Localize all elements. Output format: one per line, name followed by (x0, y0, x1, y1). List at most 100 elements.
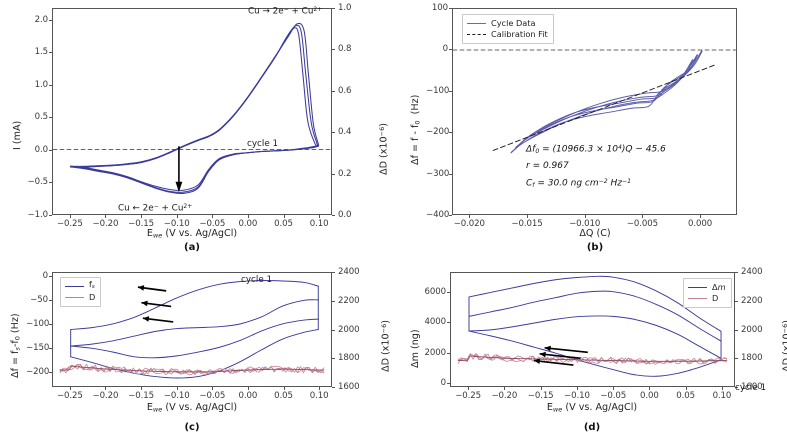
panel-c-ylabel-right: ΔD (x10−6) (380, 320, 392, 372)
tick-mark-y-left (449, 8, 452, 9)
tick-mark-y-right (735, 272, 738, 273)
tick-mark-x (504, 387, 506, 390)
panel-a-xlabel: Ewe (V vs. Ag/AgCl) (146, 228, 238, 240)
legend-item-d: D (688, 293, 726, 304)
tick-mark-y-left (449, 173, 452, 175)
tick-label-y-right: 0.0 (338, 210, 352, 220)
tick-label-y-right: 1800 (741, 353, 763, 364)
legend-item-d: D (65, 292, 95, 303)
panel-d-ylabel-right: ΔD (x10−6) (781, 320, 787, 372)
tick-label-y-right: 1800 (338, 353, 360, 364)
tick-label-y-left: 2000 (424, 347, 447, 358)
tick-label-y-left: −200 (26, 366, 50, 377)
tick-mark-x (283, 215, 285, 218)
tick-mark-y-left (449, 132, 452, 134)
tick-mark-x (468, 387, 470, 390)
tick-label-x: −0.10 (163, 391, 190, 401)
tick-mark-x (527, 215, 528, 218)
tick-mark-x (69, 215, 71, 218)
tick-mark-y-left (447, 383, 450, 385)
tick-label-y-left: 0 (440, 378, 446, 389)
tick-label-x: −0.20 (92, 219, 119, 229)
tick-label-x: −0.10 (163, 219, 190, 229)
tick-mark-y-right (332, 329, 335, 331)
tick-label-y-left: −0.5 (27, 177, 49, 188)
tick-label-y-right: 1600 (338, 382, 360, 392)
tick-mark-y-right (735, 300, 738, 302)
tick-label-x: −0.020 (453, 219, 485, 229)
tick-label-x: −0.015 (511, 219, 543, 229)
tick-mark-x (141, 387, 143, 390)
tick-label-x: 0.00 (640, 391, 659, 401)
tick-label-y-right: 0.8 (338, 44, 352, 55)
panel-a: −0.25 −0.20 −0.15 −0.10 −0.05 0.00 0.05 0.10 2.0… (0, 0, 400, 253)
tick-label-y-left: 1.0 (34, 79, 48, 90)
panel-d-letter: (d) (583, 422, 601, 433)
tick-label-y-left: 2.0 (34, 14, 48, 25)
legend-label-d: D (712, 293, 719, 303)
tick-mark-x (69, 387, 71, 390)
panel-c-xlabel: Ewe (V vs. Ag/AgCl) (146, 402, 238, 414)
tick-mark-y-right (332, 358, 335, 360)
tick-label-y-left: −1.0 (27, 210, 49, 220)
tick-label-y-left: 0.0 (34, 144, 48, 155)
tick-label-x: −0.20 (491, 391, 518, 401)
tick-label-y-left: −150 (26, 342, 50, 353)
legend-item-dm: Δm (688, 282, 726, 293)
panel-d: −0.25 −0.20 −0.15 −0.10 −0.05 0.00 0.05 0.10 600… (400, 250, 787, 441)
tick-mark-x (642, 215, 644, 218)
tick-label-y-left: −50 (30, 294, 48, 305)
tick-mark-y-left (49, 323, 52, 325)
panel-a-plot-area (52, 8, 332, 215)
tick-label-x: −0.05 (199, 391, 226, 401)
tick-label-y-left: 100 (431, 3, 448, 13)
tick-mark-y-left (49, 347, 52, 349)
tick-mark-x (247, 387, 249, 390)
tick-label-y-left: 0 (442, 44, 448, 55)
tick-mark-y-left (447, 352, 450, 354)
tick-label-x: −0.25 (56, 391, 83, 401)
tick-mark-y-right (735, 387, 738, 388)
tick-label-x: −0.05 (600, 391, 627, 401)
tick-mark-x (721, 387, 723, 390)
tick-label-y-right: 2400 (741, 267, 763, 277)
tick-label-x: −0.10 (563, 391, 590, 401)
panel-c-curves (59, 280, 325, 379)
tick-label-y-right: 0.4 (338, 127, 352, 138)
panel-d-xlabel: Ewe (V vs. Ag/AgCl) (546, 402, 638, 414)
equation-r: r = 0.967 (526, 160, 569, 171)
legend-label-d: D (89, 292, 96, 302)
tick-mark-x (319, 215, 321, 218)
tick-mark-y-right (735, 358, 738, 360)
tick-mark-y-left (49, 299, 52, 301)
tick-label-y-right: 2000 (741, 324, 763, 335)
tick-mark-x (176, 387, 178, 390)
tick-label-x: −0.05 (199, 219, 226, 229)
panel-a-letter: (a) (184, 242, 200, 253)
tick-mark-y-left (49, 117, 52, 119)
tick-mark-y-left (449, 215, 452, 216)
legend-swatch-fs (65, 286, 84, 287)
tick-mark-x (685, 387, 687, 390)
tick-mark-x (700, 215, 702, 218)
tick-mark-x (176, 215, 178, 218)
tick-mark-x (584, 215, 586, 218)
tick-mark-y-right (735, 329, 738, 331)
legend-swatch-cycle-data (467, 23, 486, 24)
tick-mark-y-right (332, 132, 335, 134)
tick-label-y-left: −100 (26, 318, 50, 329)
legend-label-cycle-data: Cycle Data (491, 18, 536, 28)
panel-b-ylabel: Δf = f - f0 (Hz) (410, 94, 422, 165)
tick-label-y-left: 6000 (424, 286, 447, 297)
legend-swatch-d (688, 298, 707, 299)
tick-label-x: 0.10 (712, 391, 732, 401)
tick-mark-x (247, 215, 249, 218)
tick-mark-y-right (332, 300, 335, 302)
tick-mark-y-left (449, 49, 452, 51)
tick-mark-x (319, 387, 321, 390)
panel-a-ylabel-left: I (mA) (12, 120, 23, 150)
panel-d-ylabel-left: Δm (ng) (410, 329, 421, 368)
tick-label-x: −0.005 (626, 219, 658, 229)
tick-mark-y-left (49, 19, 52, 21)
tick-label-x: 0.05 (274, 219, 293, 229)
